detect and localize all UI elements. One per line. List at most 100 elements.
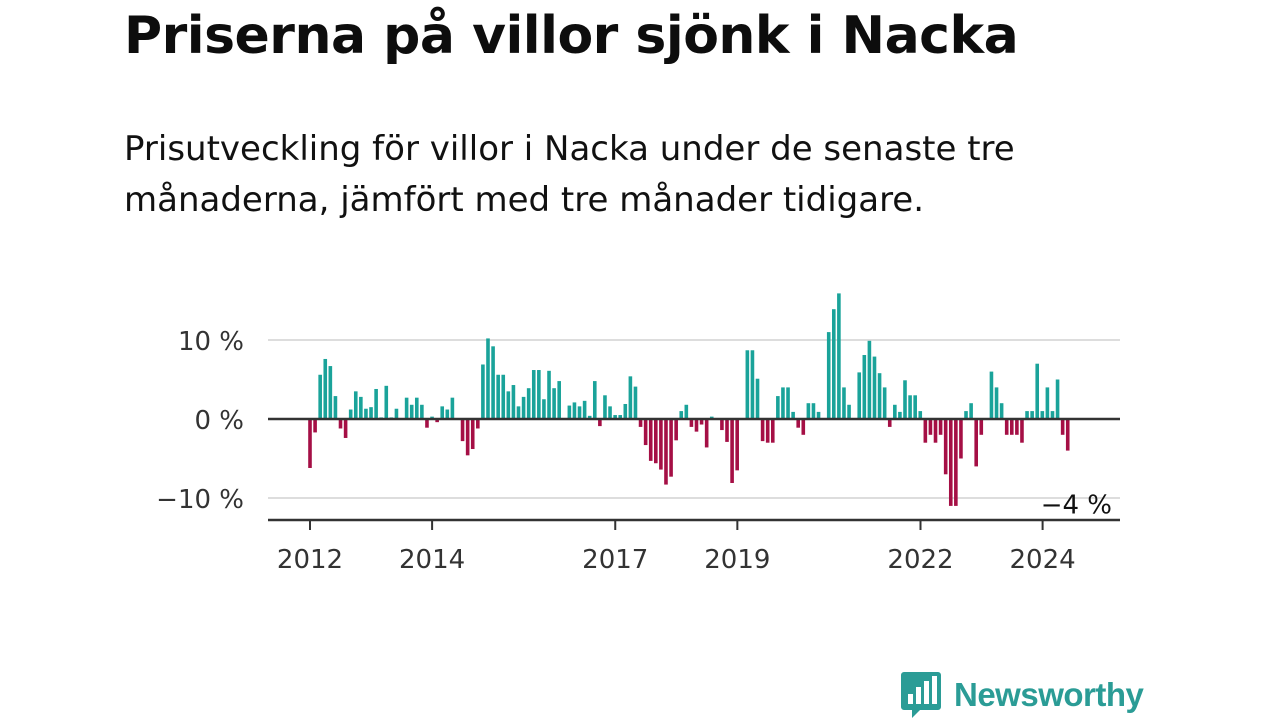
- bar-positive: [872, 356, 877, 419]
- bar-positive: [547, 370, 551, 419]
- bar-positive: [374, 388, 378, 419]
- bar-positive: [1045, 387, 1050, 419]
- bar-negative: [664, 419, 668, 485]
- bar-negative: [465, 419, 470, 456]
- bar-positive: [516, 406, 521, 419]
- bar-positive: [526, 388, 531, 419]
- bar-positive: [908, 395, 912, 419]
- bar-positive: [486, 338, 490, 419]
- bar-positive: [913, 395, 917, 419]
- bar-positive: [328, 366, 333, 419]
- chart-title: Priserna på villor sjönk i Nacka: [124, 6, 1019, 66]
- bar-positive: [918, 411, 923, 419]
- bar-positive: [577, 406, 582, 419]
- bar-positive: [882, 387, 887, 419]
- bar-positive: [776, 396, 780, 419]
- bar-positive: [404, 397, 409, 419]
- bar-positive: [893, 404, 897, 419]
- bar-positive: [781, 387, 785, 419]
- bar-positive: [826, 332, 831, 419]
- bar-positive: [445, 409, 450, 419]
- y-tick-label: 10 %: [178, 327, 244, 357]
- axes: [268, 417, 1120, 530]
- x-tick-label: 2017: [582, 545, 648, 575]
- bar-positive: [628, 376, 633, 419]
- bar-negative: [974, 419, 978, 467]
- bar-negative: [460, 419, 465, 442]
- bar-positive: [440, 406, 445, 419]
- bar-positive: [318, 374, 322, 419]
- bar-positive: [531, 370, 536, 419]
- bar-chart-speech-bubble-icon: [901, 672, 941, 718]
- bar-positive: [542, 399, 546, 419]
- bar-positive: [333, 396, 338, 419]
- bar-negative: [476, 419, 480, 429]
- bar-positive: [745, 350, 750, 419]
- grid-lines: [268, 339, 1120, 499]
- bar-positive: [786, 387, 790, 419]
- bar-positive: [603, 395, 607, 419]
- bar-positive: [414, 397, 419, 419]
- bar-negative: [725, 419, 729, 442]
- bar-negative: [979, 419, 984, 435]
- bar-negative: [699, 419, 704, 425]
- bar-negative: [923, 419, 928, 443]
- bar-positive: [679, 411, 684, 419]
- bar-positive: [684, 404, 689, 419]
- bar-positive: [969, 403, 973, 419]
- bar-positive: [1025, 411, 1029, 419]
- bar-positive: [369, 407, 373, 419]
- bar-negative: [1004, 419, 1009, 435]
- brand-name: Newsworthy: [954, 676, 1144, 713]
- bar-positive: [623, 403, 628, 419]
- bar-negative: [943, 419, 948, 475]
- bar-negative: [425, 419, 429, 428]
- bar-positive: [491, 346, 495, 419]
- bar-negative: [928, 419, 933, 435]
- bar-positive: [618, 415, 623, 419]
- bar-positive: [1030, 411, 1034, 419]
- bar-positive: [450, 397, 455, 419]
- bar-positive: [1055, 379, 1060, 419]
- newsworthy-logo: Newsworthy: [900, 670, 1144, 720]
- x-tick-label: 2019: [704, 545, 770, 575]
- chart-subtitle: Prisutveckling för villor i Nacka under …: [124, 129, 1015, 220]
- bar-positive: [837, 293, 841, 419]
- bar-positive: [496, 374, 500, 419]
- bar-positive: [557, 381, 561, 419]
- bar-positive: [353, 391, 358, 419]
- bar-negative: [770, 419, 775, 443]
- y-tick-label: −10 %: [156, 485, 244, 515]
- bar-positive: [857, 372, 862, 419]
- bar-negative: [1060, 419, 1065, 435]
- bar-positive: [582, 400, 587, 419]
- bar-positive: [842, 387, 846, 419]
- bar-negative: [796, 419, 800, 428]
- bar-negative: [643, 419, 648, 446]
- bar-positive: [409, 404, 414, 419]
- bar-negative: [659, 419, 663, 470]
- bar-positive: [867, 340, 872, 419]
- bar-positive: [633, 386, 638, 419]
- bar-positive: [537, 370, 541, 419]
- bar-positive: [898, 411, 902, 419]
- latest-value-annotation: −4 %: [1041, 491, 1112, 521]
- bar-negative: [638, 419, 643, 427]
- bar-negative: [1020, 419, 1024, 443]
- bar-positive: [811, 403, 816, 419]
- bar-negative: [1065, 419, 1070, 451]
- bar-negative: [959, 419, 963, 459]
- bar-negative: [801, 419, 806, 435]
- bar-positive: [608, 406, 612, 419]
- bar-positive: [806, 403, 811, 419]
- bar-negative: [948, 419, 953, 506]
- bar-positive: [348, 409, 353, 419]
- bar-positive: [420, 404, 424, 419]
- bar-positive: [323, 358, 328, 419]
- bar-positive: [1050, 411, 1055, 419]
- bar-positive: [394, 408, 399, 419]
- bar-negative: [313, 419, 317, 433]
- bar-negative: [1009, 419, 1014, 435]
- x-tick-label: 2024: [1010, 545, 1076, 575]
